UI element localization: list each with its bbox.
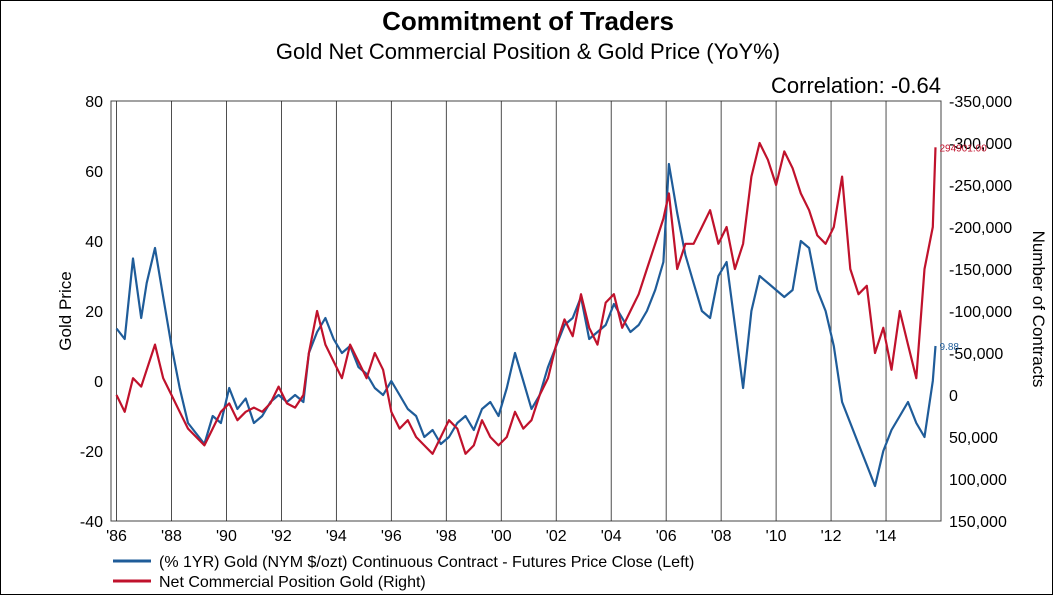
gold-price-series bbox=[115, 162, 937, 488]
left-axis-label: Gold Price bbox=[56, 271, 75, 350]
net-commercial-series bbox=[115, 141, 937, 455]
x-tick-label: '92 bbox=[271, 528, 292, 545]
right-tick-label: -200,000 bbox=[949, 220, 1012, 237]
x-tick-label: '02 bbox=[546, 528, 567, 545]
right-tick-label: -50,000 bbox=[949, 346, 1003, 363]
right-tick-label: -350,000 bbox=[949, 94, 1012, 111]
left-tick-label: -20 bbox=[80, 444, 103, 461]
end-label-net-commercial: 294901.00 bbox=[940, 143, 988, 154]
x-tick-label: '98 bbox=[436, 528, 457, 545]
right-axis-ticks: -350,000 -300,000 -250,000 -200,000 -150,000… bbox=[949, 94, 1012, 531]
x-tick-label: '04 bbox=[601, 528, 622, 545]
legend-item-gold-price: (% 1YR) Gold (NYM $/ozt) Continuous Cont… bbox=[159, 554, 694, 571]
chart-title: Commitment of Traders bbox=[382, 6, 674, 36]
x-tick-label: '08 bbox=[711, 528, 732, 545]
legend-item-net-commercial: Net Commercial Position Gold (Right) bbox=[159, 574, 426, 591]
x-tick-label: '94 bbox=[326, 528, 347, 545]
x-tick-label: '88 bbox=[161, 528, 182, 545]
left-tick-label: -40 bbox=[80, 514, 103, 531]
right-tick-label: 50,000 bbox=[949, 430, 998, 447]
right-tick-label: 0 bbox=[949, 388, 958, 405]
series-line bbox=[115, 141, 937, 455]
end-label-gold-price: 9.88 bbox=[940, 342, 960, 353]
x-tick-label: '90 bbox=[216, 528, 237, 545]
x-tick-label: '96 bbox=[381, 528, 402, 545]
x-tick-label: '14 bbox=[876, 528, 897, 545]
end-labels: 9.88 294901.00 bbox=[940, 143, 988, 353]
right-tick-label: -250,000 bbox=[949, 178, 1012, 195]
x-tick-label: '12 bbox=[821, 528, 842, 545]
x-tick-label: '06 bbox=[656, 528, 677, 545]
left-tick-label: 20 bbox=[85, 304, 103, 321]
right-tick-label: 100,000 bbox=[949, 472, 1007, 489]
x-tick-label: '00 bbox=[491, 528, 512, 545]
plot-border bbox=[110, 100, 942, 522]
left-tick-label: 0 bbox=[94, 374, 103, 391]
correlation-annotation: Correlation: -0.64 bbox=[771, 73, 941, 98]
right-tick-label: -150,000 bbox=[949, 262, 1012, 279]
left-axis-ticks: 80 60 40 20 0 -20 -40 bbox=[80, 94, 103, 531]
x-tick-label: '86 bbox=[106, 528, 127, 545]
x-tick-label: '10 bbox=[766, 528, 787, 545]
left-tick-label: 60 bbox=[85, 164, 103, 181]
plot-area bbox=[110, 100, 942, 522]
x-axis-ticks: '86 '88 '90 '92 '94 '96 '98 '00 '02 '04 '06 '08 '10 '… bbox=[106, 528, 896, 545]
right-tick-label: -300,000 bbox=[949, 136, 1012, 153]
vertical-gridlines bbox=[116, 101, 887, 521]
legend: (% 1YR) Gold (NYM $/ozt) Continuous Cont… bbox=[113, 554, 694, 591]
right-axis-label: Number of Contracts bbox=[1029, 231, 1048, 388]
series-line bbox=[115, 162, 937, 488]
left-tick-label: 40 bbox=[85, 234, 103, 251]
chart-subtitle: Gold Net Commercial Position & Gold Pric… bbox=[276, 39, 780, 64]
left-tick-label: 80 bbox=[85, 94, 103, 111]
right-tick-label: -100,000 bbox=[949, 304, 1012, 321]
right-tick-label: 150,000 bbox=[949, 514, 1007, 531]
